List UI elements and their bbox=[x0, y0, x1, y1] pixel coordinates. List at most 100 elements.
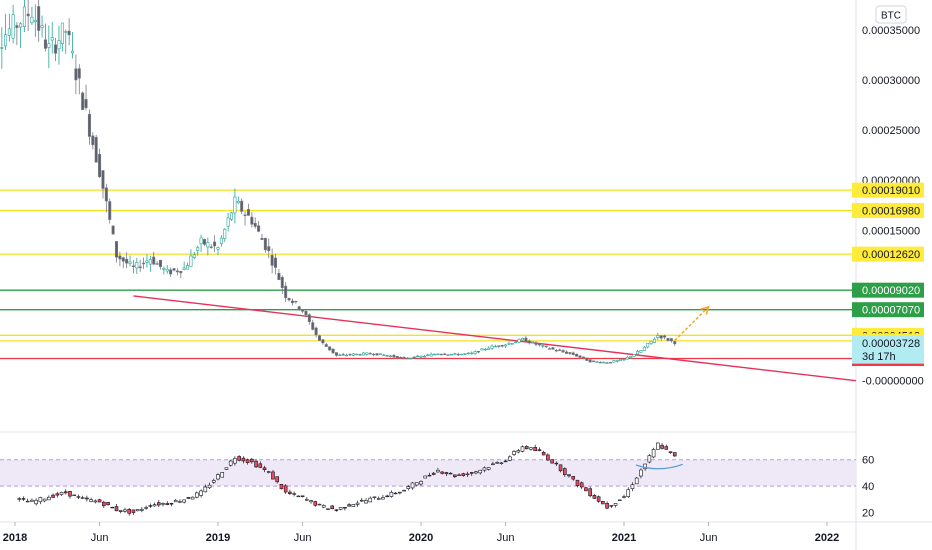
price-candle bbox=[317, 335, 321, 341]
rsi-candle bbox=[503, 460, 508, 463]
rsi-candle bbox=[398, 491, 402, 494]
rsi-candle bbox=[656, 442, 660, 450]
price-candle bbox=[493, 345, 497, 348]
price-candle bbox=[233, 196, 237, 214]
price-candle bbox=[179, 270, 183, 274]
projection-arrow-line[interactable] bbox=[674, 306, 710, 341]
rsi-candle bbox=[245, 459, 250, 463]
level-price-tag[interactable] bbox=[852, 302, 924, 318]
price-candle bbox=[236, 201, 240, 204]
price-candle bbox=[463, 353, 467, 355]
rsi-candle bbox=[313, 501, 318, 506]
price-candle bbox=[104, 187, 108, 202]
price-candle bbox=[331, 348, 335, 354]
rsi-candle bbox=[309, 500, 313, 503]
level-price-tag[interactable] bbox=[852, 246, 924, 262]
price-candle bbox=[585, 357, 589, 361]
rsi-candle bbox=[156, 502, 161, 506]
price-candle bbox=[145, 260, 149, 263]
price-candle bbox=[67, 30, 71, 36]
price-candle bbox=[639, 350, 643, 353]
price-candle bbox=[345, 354, 349, 357]
time-axis-tick-label: Jun bbox=[497, 532, 515, 544]
rsi-candle bbox=[410, 482, 415, 489]
level-price-tag[interactable] bbox=[852, 182, 924, 198]
price-candle bbox=[314, 327, 318, 335]
rsi-candle bbox=[402, 489, 406, 492]
rsi-axis: 60 40 20 bbox=[862, 455, 874, 520]
rsi-candle bbox=[554, 462, 559, 465]
rsi-candle bbox=[461, 473, 466, 476]
rsi-axis-tick-label: 60 bbox=[862, 455, 874, 467]
price-candle bbox=[209, 246, 213, 248]
price-candle bbox=[477, 350, 481, 353]
rsi-candle bbox=[359, 499, 364, 502]
price-candle bbox=[351, 353, 355, 356]
price-candle bbox=[564, 351, 568, 354]
price-candle bbox=[615, 360, 619, 362]
trendline[interactable] bbox=[133, 295, 857, 382]
rsi-candle bbox=[626, 489, 631, 497]
rsi-candle bbox=[419, 481, 423, 485]
price-candle bbox=[270, 255, 274, 266]
rsi-candle bbox=[486, 467, 491, 470]
price-candle bbox=[186, 265, 190, 270]
price-candle bbox=[267, 246, 271, 252]
rsi-candle bbox=[571, 476, 576, 480]
time-axis[interactable]: 2018 Jun 2019 Jun 2020 Jun 2021 Jun 2022 bbox=[3, 522, 839, 544]
price-candle bbox=[629, 356, 633, 358]
rsi-candle bbox=[59, 491, 64, 495]
price-candle bbox=[115, 241, 119, 258]
price-candle bbox=[284, 285, 288, 299]
rsi-candle bbox=[68, 490, 72, 497]
price-candle bbox=[578, 355, 582, 358]
rsi-candle bbox=[630, 484, 635, 490]
rsi-candle bbox=[144, 507, 148, 509]
price-candle bbox=[382, 354, 386, 357]
level-price-tag[interactable] bbox=[852, 282, 924, 298]
price-candle bbox=[581, 356, 585, 359]
rsi-candle bbox=[34, 499, 38, 505]
price-candle bbox=[436, 353, 440, 356]
rsi-annotation-curve[interactable] bbox=[635, 463, 683, 470]
price-candle bbox=[449, 353, 453, 356]
price-candle bbox=[7, 28, 11, 36]
rsi-candle bbox=[47, 496, 51, 501]
projection-arrow-head[interactable] bbox=[700, 305, 710, 315]
rsi-candle bbox=[381, 497, 385, 500]
rsi-candle bbox=[453, 474, 457, 478]
rsi-axis-tick-label: 20 bbox=[862, 507, 874, 519]
currency-badge[interactable]: BTC bbox=[875, 5, 907, 24]
rsi-candle bbox=[279, 483, 284, 490]
price-candle bbox=[592, 360, 596, 362]
currency-badge-box bbox=[875, 5, 907, 24]
rsi-candle bbox=[533, 447, 537, 451]
time-axis-tick-label: 2022 bbox=[815, 532, 839, 544]
price-candle bbox=[175, 270, 179, 273]
level-price-tag[interactable] bbox=[852, 202, 924, 218]
price-candle bbox=[446, 354, 450, 356]
rsi-candle bbox=[427, 474, 432, 477]
rsi-candle bbox=[605, 503, 609, 509]
price-candle bbox=[433, 353, 437, 356]
price-candle bbox=[598, 361, 602, 364]
rsi-candle bbox=[592, 495, 597, 499]
price-candle bbox=[37, 6, 41, 31]
rsi-candle bbox=[508, 456, 512, 461]
rsi-candle bbox=[617, 499, 622, 502]
rsi-candle bbox=[93, 500, 98, 503]
rsi-candle bbox=[431, 472, 436, 475]
price-candle bbox=[395, 356, 399, 359]
horizontal-levels bbox=[0, 189, 856, 360]
rsi-candle bbox=[376, 498, 381, 500]
price-candle bbox=[659, 335, 663, 339]
rsi-candle bbox=[537, 449, 542, 451]
rsi-candle bbox=[199, 490, 203, 496]
price-candle bbox=[250, 216, 254, 225]
current-price-tag[interactable] bbox=[852, 335, 924, 364]
price-candle bbox=[422, 355, 426, 358]
price-candle bbox=[253, 222, 257, 227]
rsi-candle bbox=[85, 497, 89, 500]
price-candle bbox=[558, 349, 562, 352]
